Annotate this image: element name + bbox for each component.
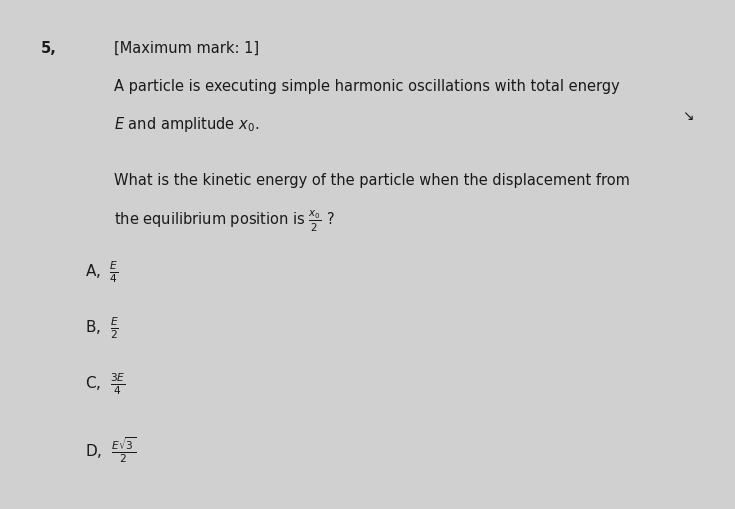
Text: the equilibrium position is $\frac{x_0}{2}$ ?: the equilibrium position is $\frac{x_0}{… <box>114 209 335 234</box>
Text: [Maximum mark: 1]: [Maximum mark: 1] <box>114 41 259 55</box>
Text: $\mathit{E}$ and amplitude $\mathit{x}_0$.: $\mathit{E}$ and amplitude $\mathit{x}_0… <box>114 115 259 133</box>
Text: $\searrow$: $\searrow$ <box>680 109 695 124</box>
Text: A particle is executing simple harmonic oscillations with total energy: A particle is executing simple harmonic … <box>114 79 620 94</box>
Text: D,  $\frac{E\sqrt{3}}{2}$: D, $\frac{E\sqrt{3}}{2}$ <box>85 435 135 465</box>
Text: B,  $\frac{E}{2}$: B, $\frac{E}{2}$ <box>85 316 118 341</box>
Text: 5,: 5, <box>40 41 57 55</box>
Text: What is the kinetic energy of the particle when the displacement from: What is the kinetic energy of the partic… <box>114 173 630 188</box>
Text: A,  $\frac{E}{4}$: A, $\frac{E}{4}$ <box>85 260 118 285</box>
Text: C,  $\frac{3E}{4}$: C, $\frac{3E}{4}$ <box>85 372 125 397</box>
